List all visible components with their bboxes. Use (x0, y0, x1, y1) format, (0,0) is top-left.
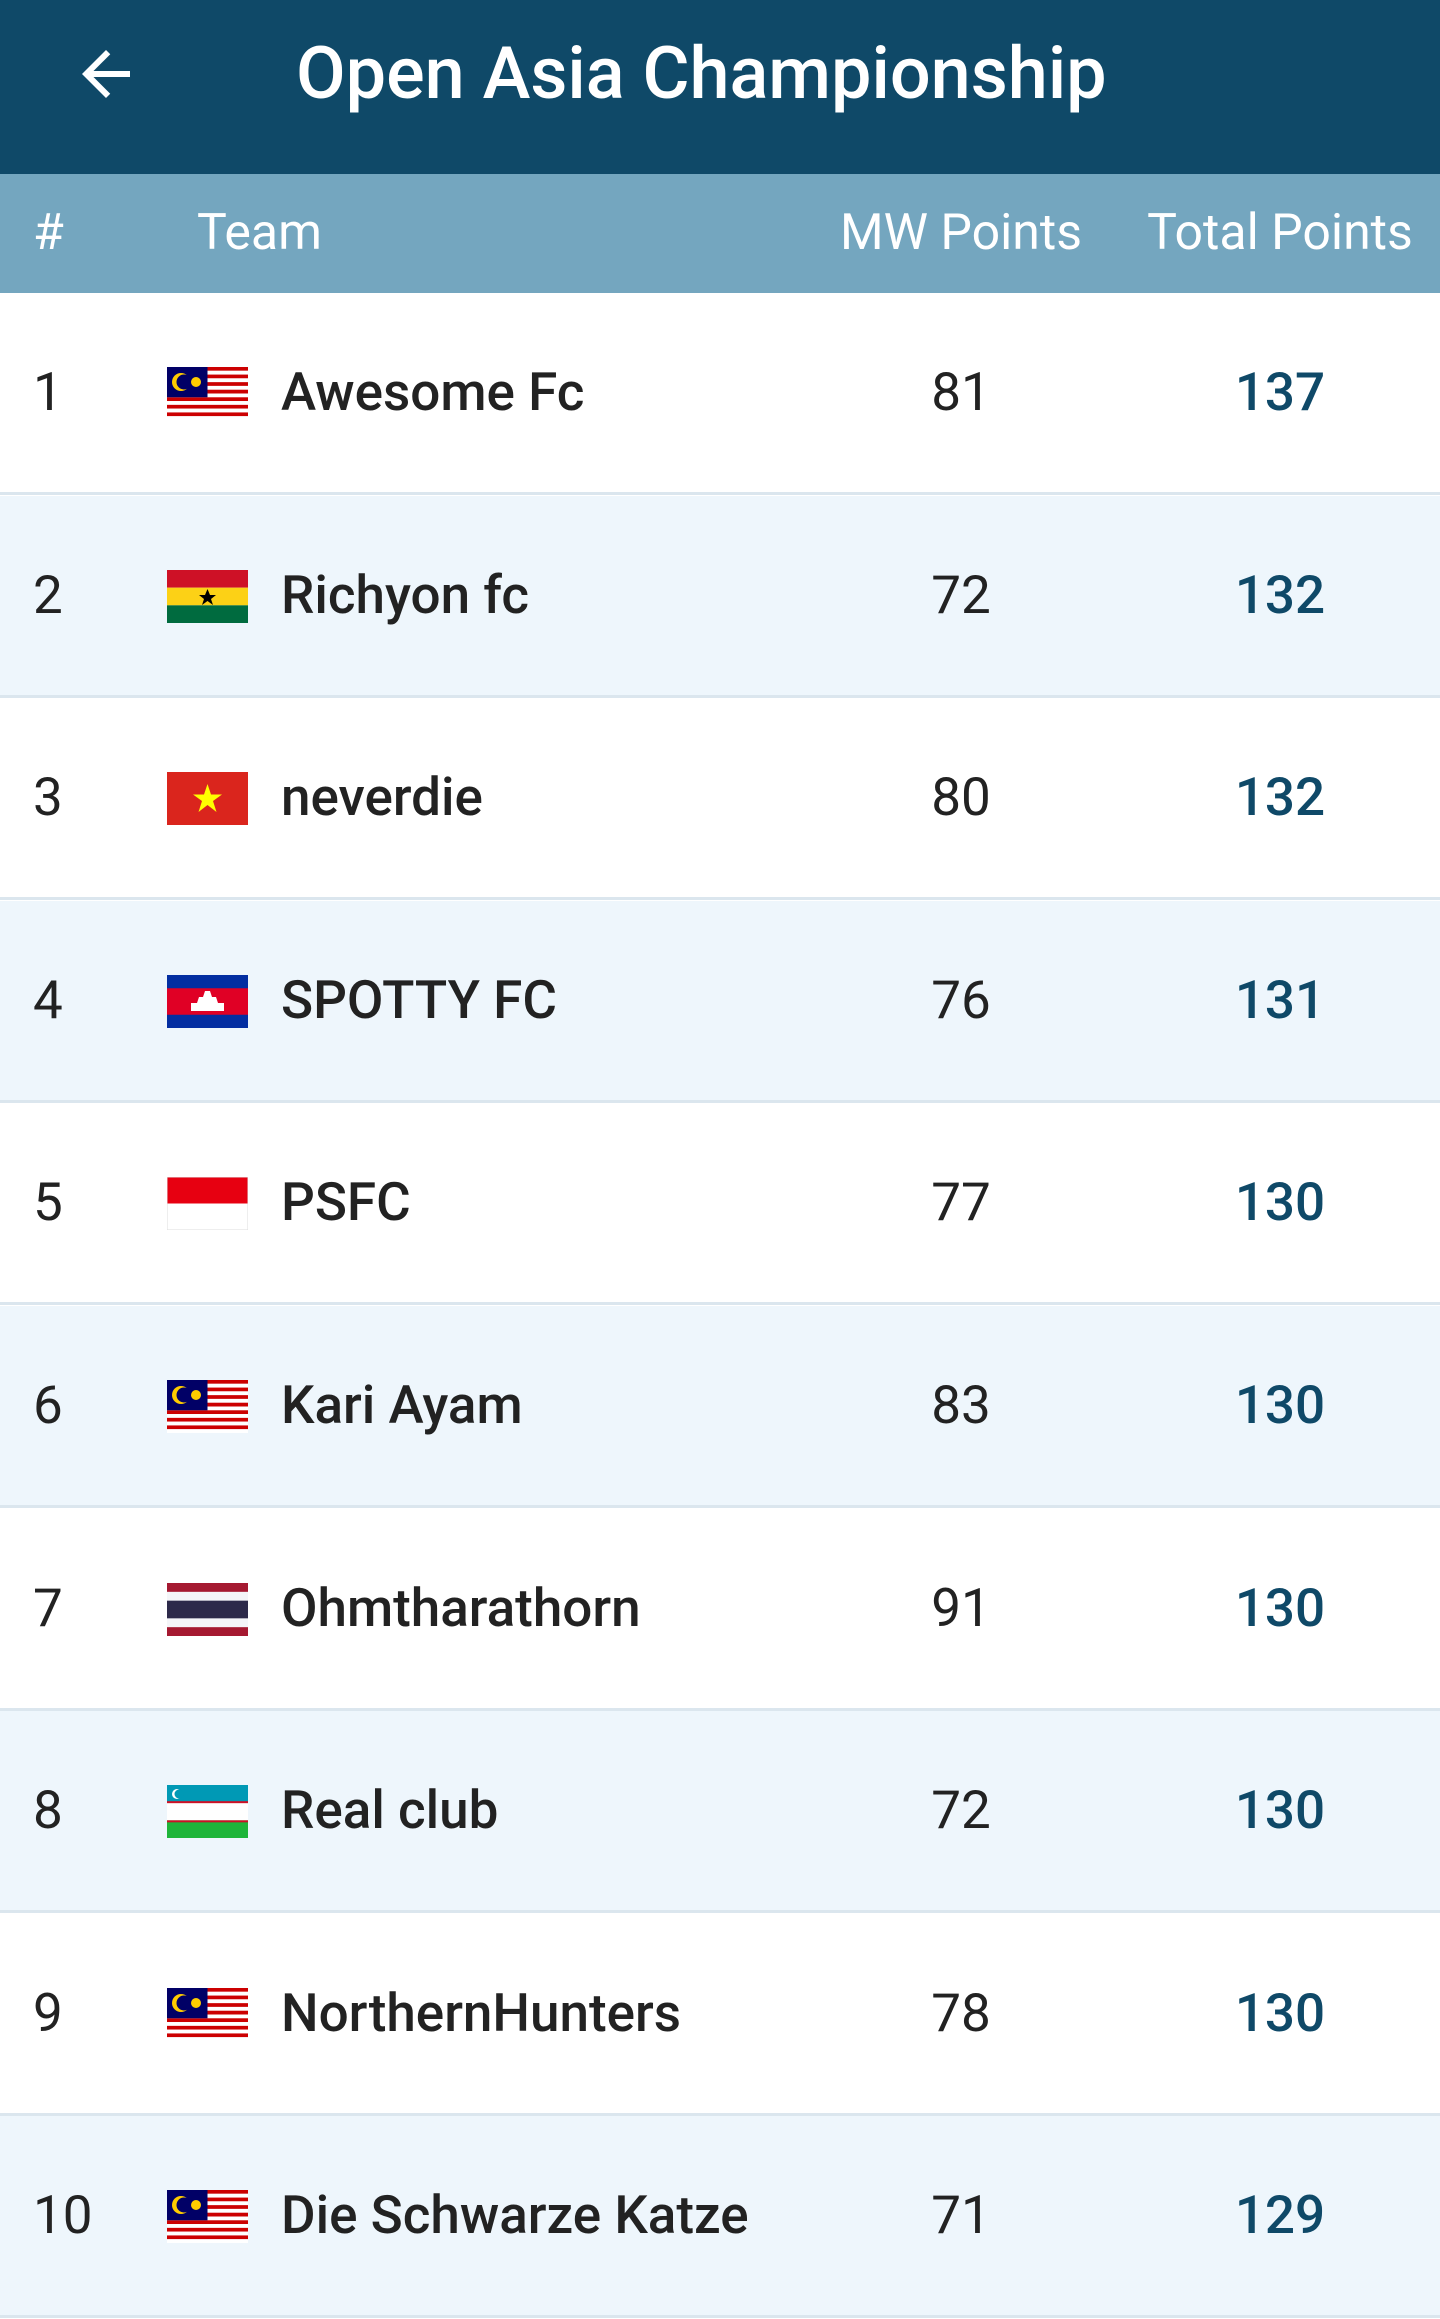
rank: 5 (33, 1171, 63, 1234)
team-name: Kari Ayam (281, 1374, 523, 1436)
rank: 10 (33, 2184, 93, 2247)
total-points: 130 (1234, 1779, 1326, 1842)
mw-points: 78 (931, 1981, 991, 2044)
mw-points: 76 (931, 968, 991, 1031)
team-name: Awesome Fc (281, 361, 585, 423)
table-row[interactable]: 7 Ohmtharathorn 91 130 (0, 1509, 1440, 1711)
table-row[interactable]: 3 neverdie 80 132 (0, 698, 1440, 901)
rank: 4 (33, 968, 63, 1031)
flag-icon (167, 367, 248, 420)
rank: 7 (33, 1576, 63, 1639)
table-row[interactable]: 8 Real club 72 130 (0, 1711, 1440, 1914)
title: Open Asia Championship (296, 31, 1107, 116)
flag-icon (167, 2190, 248, 2244)
team-name: Die Schwarze Katze (281, 2184, 749, 2247)
column-label: Team (197, 204, 322, 262)
column-header: # Team MW Points Total Points (0, 174, 1440, 293)
table-row[interactable]: 9 NorthernHunters 78 130 (0, 1914, 1440, 2116)
table-row[interactable]: 2 Richyon fc 72 132 (0, 495, 1440, 698)
rank: 3 (33, 766, 63, 829)
rank: 6 (33, 1374, 63, 1436)
team-name: Real club (281, 1779, 499, 1842)
flag-icon (167, 772, 248, 826)
mw-points: 80 (931, 766, 991, 829)
total-points: 131 (1234, 968, 1326, 1031)
mw-points: 83 (931, 1374, 991, 1436)
total-points: 132 (1234, 766, 1326, 829)
table-row[interactable]: 1 Awesome Fc 81 137 (0, 293, 1440, 495)
team-name: PSFC (281, 1171, 411, 1234)
total-points: 137 (1234, 361, 1326, 423)
mw-points: 72 (931, 563, 991, 626)
rank: 8 (33, 1779, 63, 1842)
total-points: 130 (1234, 1171, 1326, 1234)
team-name: Richyon fc (281, 563, 530, 626)
mw-points: 77 (931, 1171, 991, 1234)
rank: 1 (33, 361, 63, 423)
team-name: neverdie (281, 766, 483, 829)
table-row[interactable]: 5 PSFC 77 130 (0, 1103, 1440, 1306)
team-name: SPOTTY FC (281, 968, 557, 1031)
mw-points: 71 (931, 2184, 991, 2247)
flag-icon (167, 569, 248, 623)
rank: 2 (33, 563, 63, 626)
table-row[interactable]: 10 Die Schwarze Katze 71 129 (0, 2116, 1440, 2319)
flag-icon (167, 1380, 248, 1433)
flag-icon (167, 1582, 248, 1636)
mw-points: 81 (931, 361, 991, 423)
flag-icon (167, 1987, 248, 2041)
total-points: 130 (1234, 1576, 1326, 1639)
table-row[interactable]: 6 Kari Ayam 83 130 (0, 1306, 1440, 1508)
mw-points: 91 (931, 1576, 991, 1639)
total-points: 130 (1234, 1981, 1326, 2044)
back-button[interactable] (70, 38, 142, 110)
rank: 9 (33, 1981, 63, 2044)
column-label: # (33, 204, 64, 262)
mw-points: 72 (931, 1779, 991, 1842)
total-points: 132 (1234, 563, 1326, 626)
total-points: 130 (1234, 1374, 1326, 1436)
column-label: MW Points (839, 204, 1083, 262)
flag-icon (167, 1177, 248, 1231)
column-label: Total Points (1147, 204, 1413, 262)
total-points: 129 (1234, 2184, 1326, 2247)
team-name: NorthernHunters (281, 1981, 682, 2044)
table-row[interactable]: 4 SPOTTY FC 76 131 (0, 900, 1440, 1103)
team-name: Ohmtharathorn (281, 1576, 641, 1639)
flag-icon (167, 1785, 248, 1839)
flag-icon (167, 974, 248, 1028)
app-bar: Open Asia Championship (0, 0, 1440, 174)
